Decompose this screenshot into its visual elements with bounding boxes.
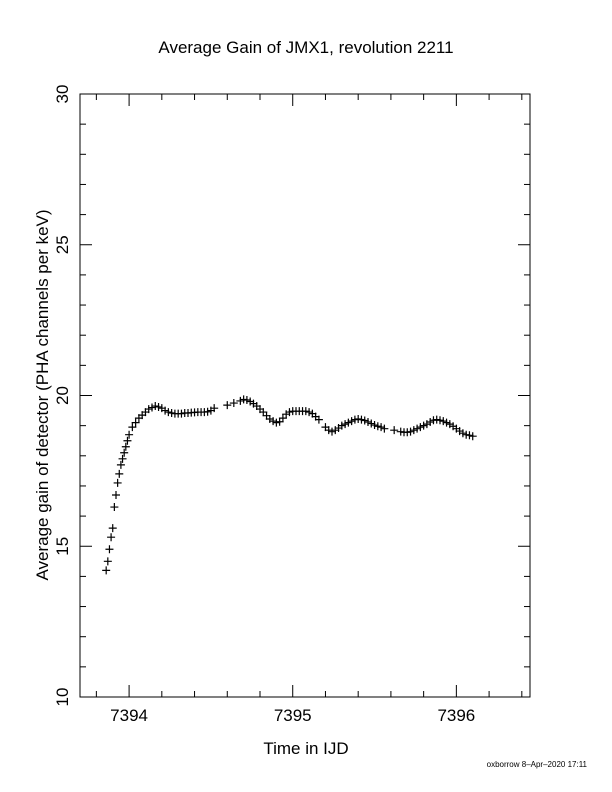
data-point bbox=[403, 428, 412, 437]
data-point bbox=[154, 402, 163, 411]
data-point bbox=[110, 503, 119, 512]
data-point bbox=[131, 418, 140, 427]
data-point bbox=[113, 478, 122, 487]
data-point bbox=[269, 417, 278, 426]
data-point bbox=[416, 423, 425, 432]
y-tick-label: 30 bbox=[53, 85, 72, 104]
data-point bbox=[344, 418, 353, 427]
data-point bbox=[370, 421, 379, 430]
y-tick-label: 25 bbox=[53, 235, 72, 254]
data-point bbox=[148, 403, 156, 412]
data-point bbox=[337, 421, 346, 430]
data-point bbox=[262, 411, 271, 420]
data-point bbox=[436, 416, 444, 425]
data-point bbox=[151, 402, 160, 411]
data-point bbox=[439, 417, 448, 426]
data-point bbox=[239, 395, 248, 404]
data-points bbox=[102, 395, 477, 575]
data-point bbox=[373, 422, 382, 431]
data-point bbox=[272, 418, 281, 427]
data-point bbox=[314, 415, 323, 424]
axis-ticks bbox=[80, 93, 530, 698]
data-point bbox=[115, 469, 124, 478]
data-point bbox=[229, 399, 238, 408]
data-point bbox=[426, 418, 435, 427]
data-point bbox=[357, 415, 366, 424]
data-point bbox=[123, 436, 132, 445]
data-point bbox=[367, 419, 376, 428]
data-point bbox=[125, 430, 134, 439]
data-point bbox=[380, 424, 389, 433]
data-point bbox=[177, 409, 186, 418]
data-point bbox=[161, 406, 170, 415]
data-point bbox=[419, 421, 428, 430]
data-point bbox=[203, 407, 212, 416]
data-point bbox=[105, 545, 114, 554]
y-tick-label: 20 bbox=[53, 386, 72, 405]
data-point bbox=[465, 431, 474, 440]
data-point bbox=[278, 414, 287, 423]
y-tick-label: 15 bbox=[53, 537, 72, 556]
data-point bbox=[328, 427, 336, 436]
data-point bbox=[236, 396, 245, 405]
data-point bbox=[432, 415, 441, 424]
data-point bbox=[409, 426, 418, 435]
x-tick-label: 7394 bbox=[110, 706, 148, 725]
data-point bbox=[116, 460, 125, 469]
data-point bbox=[112, 490, 120, 499]
data-point bbox=[242, 396, 251, 405]
data-point bbox=[118, 454, 127, 463]
data-point bbox=[144, 405, 153, 414]
data-point bbox=[275, 417, 284, 426]
data-point bbox=[108, 524, 117, 533]
data-point bbox=[285, 408, 294, 417]
data-point bbox=[390, 426, 399, 435]
data-point bbox=[120, 448, 129, 457]
data-point bbox=[210, 404, 219, 413]
data-point bbox=[223, 401, 232, 410]
data-point bbox=[462, 430, 471, 439]
data-point bbox=[167, 408, 176, 417]
data-point bbox=[468, 432, 477, 441]
data-point bbox=[103, 557, 112, 566]
axis-tick-labels: 7394 7395 7396 10 15 20 25 30 bbox=[53, 85, 475, 725]
data-point bbox=[396, 427, 405, 436]
data-point bbox=[458, 429, 467, 438]
data-point bbox=[107, 533, 116, 542]
data-point bbox=[164, 408, 173, 417]
data-point bbox=[259, 408, 268, 417]
chart-title: Average Gain of JMX1, revolution 2211 bbox=[158, 38, 453, 57]
data-point bbox=[102, 566, 111, 575]
data-point bbox=[347, 417, 356, 426]
x-tick-label: 7396 bbox=[437, 706, 475, 725]
data-point bbox=[442, 418, 451, 427]
data-point bbox=[128, 423, 137, 432]
data-point bbox=[301, 407, 310, 416]
footer-signature: oxborrow 8–Apr–2020 17:11 bbox=[487, 760, 588, 769]
data-point bbox=[406, 427, 415, 436]
data-point bbox=[413, 424, 422, 433]
data-point bbox=[354, 415, 363, 424]
x-tick-label: 7395 bbox=[274, 706, 312, 725]
data-point bbox=[377, 423, 386, 432]
y-axis-label: Average gain of detector (PHA channels p… bbox=[33, 209, 52, 580]
plot-frame bbox=[79, 93, 531, 698]
data-point bbox=[360, 416, 369, 425]
y-tick-label: 10 bbox=[53, 688, 72, 707]
data-point bbox=[305, 408, 314, 417]
data-point bbox=[341, 420, 350, 429]
data-point bbox=[121, 442, 130, 451]
data-point bbox=[364, 418, 372, 427]
x-axis-label: Time in IJD bbox=[263, 739, 348, 758]
